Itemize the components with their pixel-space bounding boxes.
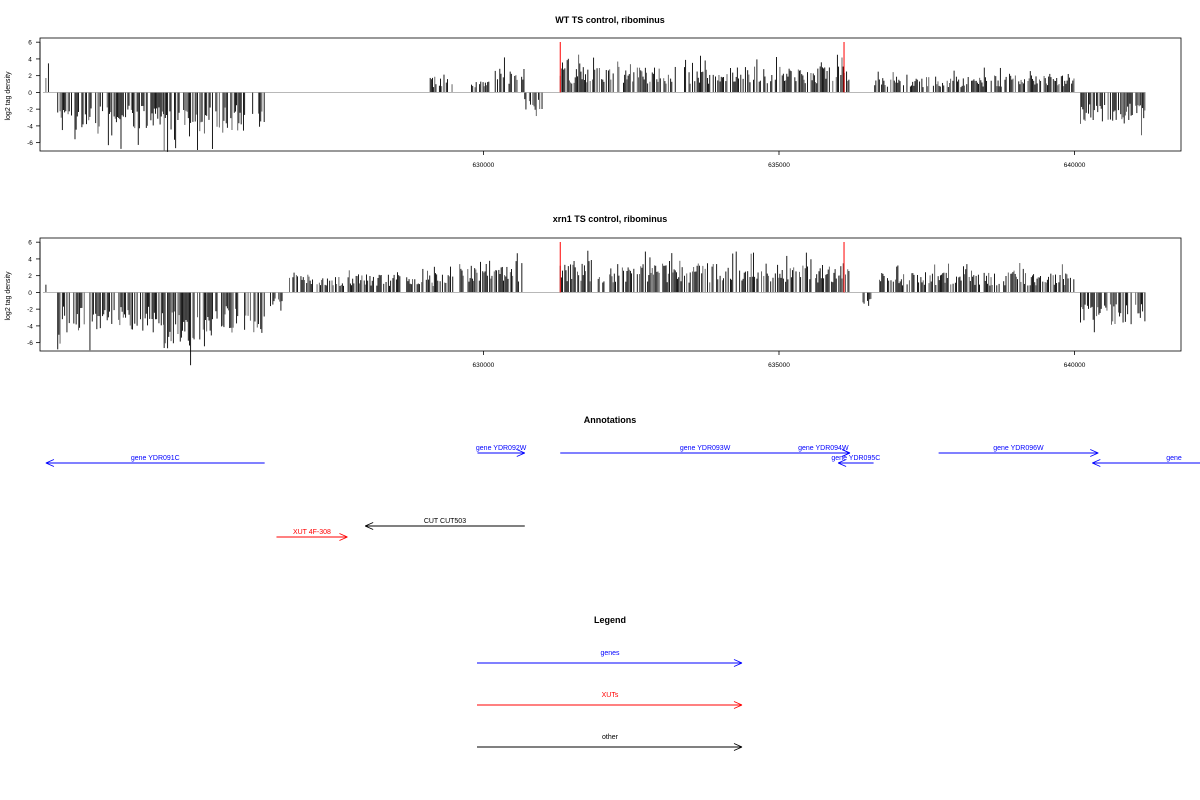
legend-entry: XUTs xyxy=(477,692,743,709)
legend-label: other xyxy=(602,734,619,741)
y-axis: 6 4 2 0 -2 -4 -6 xyxy=(27,40,41,147)
annotation-label: gene YDR095C xyxy=(831,455,880,462)
x-axis: 630000 635000 640000 xyxy=(473,351,1086,369)
y-tick-label: 6 xyxy=(28,240,32,247)
x-tick-label: 640000 xyxy=(1064,362,1086,369)
annotation-arrow: gene YDR091C xyxy=(45,455,265,467)
annotation-label: gene YDR094W xyxy=(798,445,849,452)
track-panel-wt: WT TS control, ribominus log2 tag densit… xyxy=(5,15,1182,169)
legend-label: genes xyxy=(600,650,620,657)
annotation-label: CUT CUT503 xyxy=(424,518,466,525)
y-tick-label: 2 xyxy=(28,73,32,80)
y-tick-label: 4 xyxy=(28,256,32,263)
y-tick-label: -2 xyxy=(27,307,33,314)
x-axis: 630000 635000 640000 xyxy=(473,151,1086,169)
annotation-arrow: gene YDR096W xyxy=(938,445,1099,457)
y-tick-label: -6 xyxy=(27,140,33,147)
annotation-arrow: gene xyxy=(1092,455,1200,467)
y-tick-label: -6 xyxy=(27,340,33,347)
legend: Legend genes XUTs other xyxy=(477,615,743,751)
x-tick-label: 630000 xyxy=(473,362,495,369)
annotation-arrow: gene YDR094W xyxy=(796,445,851,457)
annotations-track: Annotations gene YDR091C gene YDR092W gene… xyxy=(45,415,1200,541)
annotation-arrow: CUT CUT503 xyxy=(364,518,525,530)
y-tick-label: 6 xyxy=(28,40,32,47)
y-tick-label: -4 xyxy=(27,323,33,330)
annotation-arrow: gene YDR092W xyxy=(476,445,527,457)
legend-title: Legend xyxy=(594,615,626,625)
annotation-label: gene YDR096W xyxy=(993,445,1044,452)
y-tick-label: -2 xyxy=(27,107,33,114)
annotation-label: gene xyxy=(1166,455,1182,462)
annotation-arrow: gene YDR095C xyxy=(831,455,880,467)
bar-series xyxy=(45,54,1146,152)
y-axis-label: log2 tag density xyxy=(5,71,12,121)
x-tick-label: 630000 xyxy=(473,162,495,169)
marker-lines xyxy=(559,42,845,93)
y-tick-label: 4 xyxy=(28,56,32,63)
legend-entry: other xyxy=(477,734,743,751)
legend-entry: genes xyxy=(477,650,743,667)
y-tick-label: 0 xyxy=(28,290,32,297)
bar-series xyxy=(45,250,1146,366)
x-tick-label: 635000 xyxy=(768,162,790,169)
annotation-label: XUT 4F-308 xyxy=(293,529,331,536)
legend-label: XUTs xyxy=(602,692,619,699)
y-axis-label: log2 tag density xyxy=(5,271,12,321)
panel-title: xrn1 TS control, ribominus xyxy=(553,214,668,224)
annotation-arrow: XUT 4F-308 xyxy=(276,529,348,541)
x-tick-label: 635000 xyxy=(768,362,790,369)
y-axis: 6 4 2 0 -2 -4 -6 xyxy=(27,240,41,347)
panel-title: WT TS control, ribominus xyxy=(555,15,665,25)
plot-frame xyxy=(39,37,1182,152)
marker-lines xyxy=(559,242,845,293)
annotations-title: Annotations xyxy=(584,415,637,425)
annotation-label: gene YDR093W xyxy=(680,445,731,452)
y-tick-label: 0 xyxy=(28,90,32,97)
track-panel-xrn1: xrn1 TS control, ribominus log2 tag dens… xyxy=(5,214,1182,369)
y-tick-label: -4 xyxy=(27,123,33,130)
x-tick-label: 640000 xyxy=(1064,162,1086,169)
annotation-label: gene YDR091C xyxy=(131,455,180,462)
annotation-label: gene YDR092W xyxy=(476,445,527,452)
y-tick-label: 2 xyxy=(28,273,32,280)
